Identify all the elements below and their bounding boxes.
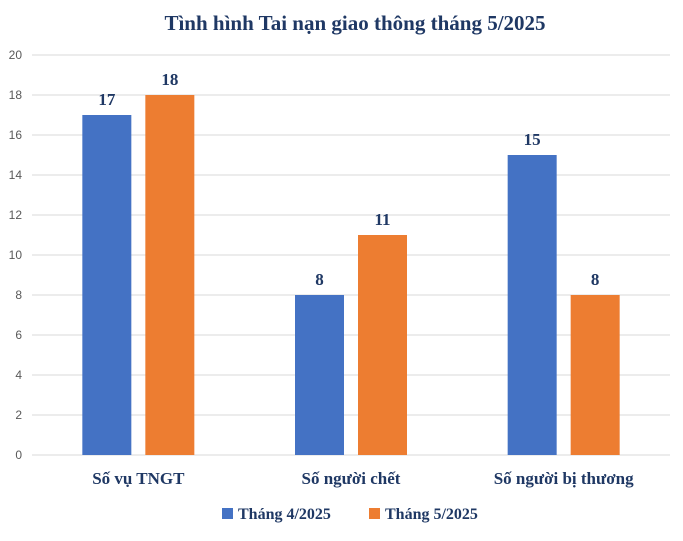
bar <box>145 95 195 455</box>
data-label: 8 <box>591 270 600 289</box>
bar <box>82 115 132 455</box>
y-tick-label: 6 <box>15 328 22 342</box>
data-label: 15 <box>524 130 541 149</box>
data-label: 11 <box>374 210 390 229</box>
gridlines <box>32 54 670 456</box>
x-axis-categories: Số vụ TNGT Số người chết Số người bị thươn… <box>92 469 634 488</box>
y-tick-label: 16 <box>9 128 23 142</box>
y-tick-label: 4 <box>15 368 22 382</box>
bars <box>82 95 620 455</box>
legend: Tháng 4/2025 Tháng 5/2025 <box>222 506 478 523</box>
x-category-label: Số người chết <box>302 469 401 488</box>
y-axis-ticks: 0 2 4 6 8 10 12 14 16 18 20 <box>9 48 23 462</box>
data-label: 18 <box>161 70 178 89</box>
legend-label: Tháng 4/2025 <box>238 506 331 523</box>
data-label: 8 <box>315 270 324 289</box>
y-tick-label: 0 <box>15 448 22 462</box>
y-tick-label: 12 <box>9 208 23 222</box>
data-label: 17 <box>98 90 116 109</box>
y-tick-label: 8 <box>15 288 22 302</box>
y-tick-label: 18 <box>9 88 23 102</box>
data-labels: 17 18 8 11 15 8 <box>98 70 599 289</box>
legend-swatch <box>369 508 380 519</box>
y-tick-label: 20 <box>9 48 23 62</box>
x-category-label: Số người bị thương <box>494 469 634 488</box>
bar <box>358 235 407 455</box>
y-tick-label: 10 <box>9 248 23 262</box>
legend-swatch <box>222 508 233 519</box>
bar <box>570 295 620 455</box>
y-tick-label: 14 <box>9 168 23 182</box>
chart-title: Tình hình Tai nạn giao thông tháng 5/202… <box>164 11 545 35</box>
bar <box>295 295 344 455</box>
bar <box>507 155 557 455</box>
x-category-label: Số vụ TNGT <box>92 469 185 488</box>
legend-label: Tháng 5/2025 <box>385 506 478 523</box>
y-tick-label: 2 <box>15 408 22 422</box>
